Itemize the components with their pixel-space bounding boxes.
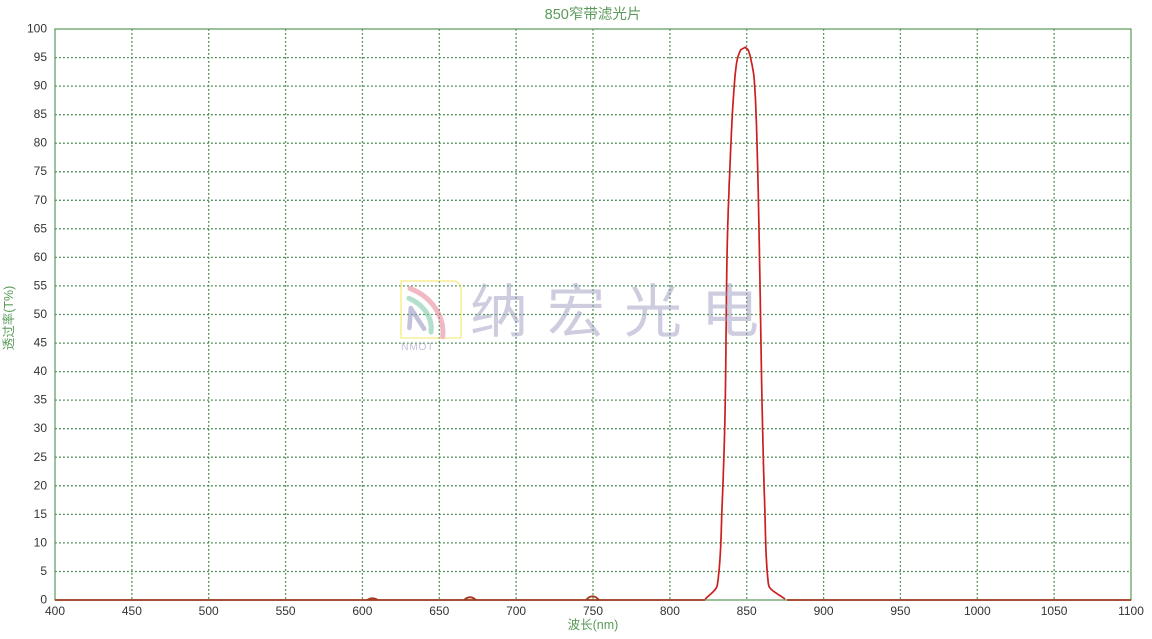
svg-text:850: 850 [737, 604, 757, 618]
svg-text:透过率(T%): 透过率(T%) [1, 286, 16, 351]
svg-text:65: 65 [34, 221, 48, 235]
svg-text:950: 950 [890, 604, 910, 618]
svg-text:40: 40 [34, 364, 48, 378]
svg-text:100: 100 [27, 22, 47, 36]
svg-text:0: 0 [40, 593, 47, 607]
svg-text:450: 450 [122, 604, 142, 618]
svg-text:400: 400 [45, 604, 65, 618]
svg-text:45: 45 [34, 336, 48, 350]
svg-text:1100: 1100 [1118, 604, 1144, 618]
svg-text:5: 5 [40, 564, 47, 578]
svg-text:1050: 1050 [1041, 604, 1068, 618]
svg-text:800: 800 [660, 604, 680, 618]
svg-text:850窄带滤光片: 850窄带滤光片 [545, 5, 642, 23]
svg-text:600: 600 [352, 604, 372, 618]
svg-text:25: 25 [34, 450, 48, 464]
svg-text:55: 55 [34, 278, 48, 292]
svg-text:90: 90 [34, 79, 48, 93]
svg-text:1000: 1000 [964, 604, 991, 618]
svg-text:900: 900 [814, 604, 834, 618]
svg-text:波长(nm): 波长(nm) [568, 618, 619, 632]
svg-text:35: 35 [34, 393, 48, 407]
svg-text:15: 15 [34, 507, 48, 521]
svg-text:500: 500 [199, 604, 219, 618]
svg-text:纳宏光电: 纳宏光电 [470, 280, 778, 345]
svg-text:550: 550 [276, 604, 296, 618]
svg-text:650: 650 [429, 604, 449, 618]
svg-text:20: 20 [34, 478, 48, 492]
svg-text:70: 70 [34, 193, 48, 207]
svg-text:30: 30 [34, 421, 48, 435]
svg-text:60: 60 [34, 250, 48, 264]
svg-text:75: 75 [34, 164, 48, 178]
svg-text:85: 85 [34, 107, 48, 121]
svg-text:700: 700 [506, 604, 526, 618]
svg-text:NMOT: NMOT [401, 341, 434, 353]
svg-text:50: 50 [34, 307, 48, 321]
svg-text:95: 95 [34, 50, 48, 64]
svg-text:80: 80 [34, 136, 48, 150]
svg-text:750: 750 [583, 604, 603, 618]
svg-text:10: 10 [34, 535, 48, 549]
